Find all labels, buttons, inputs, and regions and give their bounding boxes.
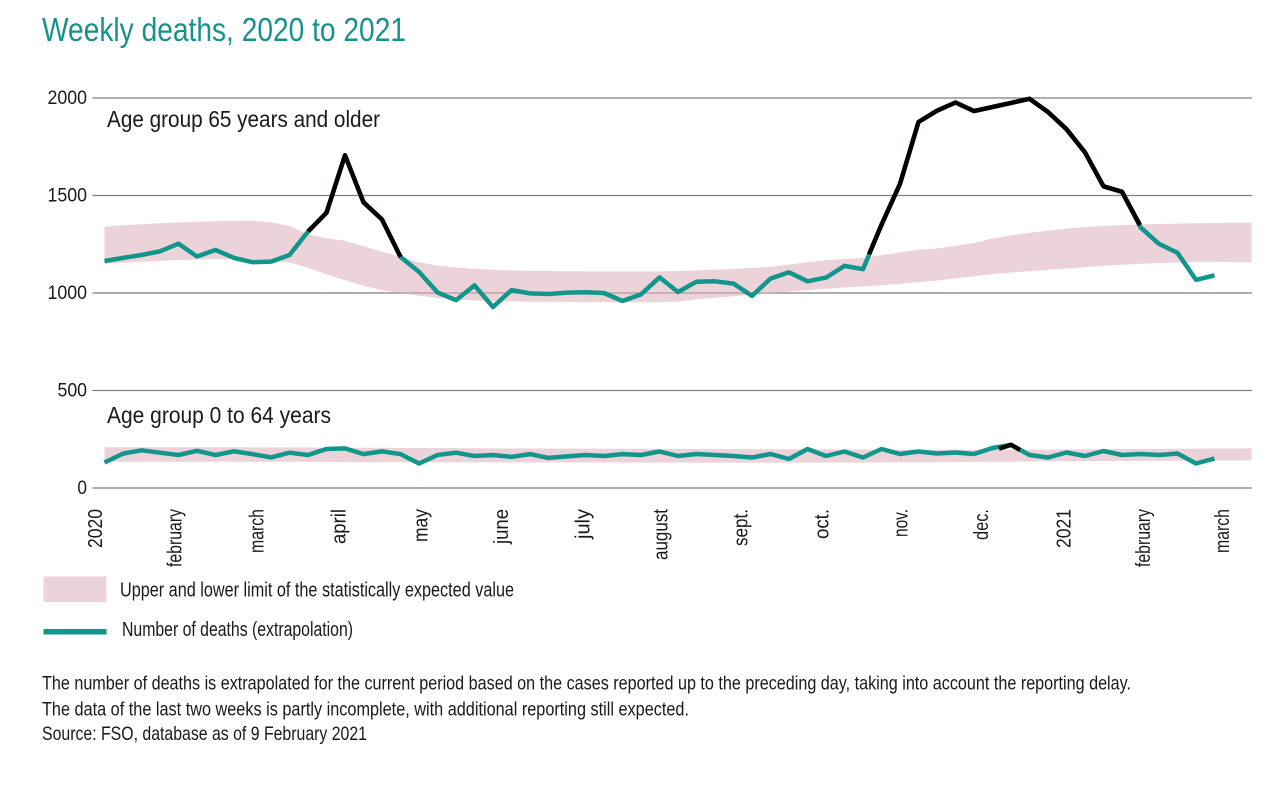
svg-text:march: march [1212, 509, 1234, 553]
svg-text:1500: 1500 [48, 186, 88, 207]
svg-text:The number of deaths is extrap: The number of deaths is extrapolated for… [42, 673, 1131, 695]
svg-text:february: february [164, 508, 186, 567]
svg-text:april: april [328, 509, 350, 544]
svg-text:Age group 65 years and older: Age group 65 years and older [107, 106, 380, 132]
svg-text:july: july [572, 508, 594, 540]
svg-text:500: 500 [58, 381, 88, 402]
svg-text:2020: 2020 [85, 509, 107, 548]
svg-text:dec.: dec. [971, 509, 993, 540]
svg-text:oct.: oct. [811, 509, 833, 539]
svg-text:sept.: sept. [730, 509, 752, 546]
svg-text:0: 0 [77, 478, 87, 499]
svg-text:2000: 2000 [48, 88, 88, 109]
svg-text:march: march [246, 509, 268, 553]
svg-text:february: february [1133, 508, 1155, 567]
svg-text:1000: 1000 [48, 283, 88, 304]
svg-text:Source: FSO, database as of 9: Source: FSO, database as of 9 February 2… [42, 723, 367, 745]
svg-text:The data of the last two weeks: The data of the last two weeks is partly… [42, 699, 689, 721]
svg-text:Number of deaths (extrapolatio: Number of deaths (extrapolation) [122, 618, 353, 641]
svg-text:june: june [491, 509, 513, 545]
svg-text:2021: 2021 [1053, 509, 1075, 548]
svg-text:Age group 0 to 64 years: Age group 0 to 64 years [107, 402, 331, 428]
svg-text:Weekly deaths, 2020 to 2021: Weekly deaths, 2020 to 2021 [42, 11, 406, 48]
svg-text:may: may [410, 508, 432, 542]
svg-text:Upper and lower limit of the s: Upper and lower limit of the statistical… [120, 579, 514, 602]
svg-text:nov.: nov. [890, 509, 912, 537]
svg-text:august: august [650, 509, 672, 560]
